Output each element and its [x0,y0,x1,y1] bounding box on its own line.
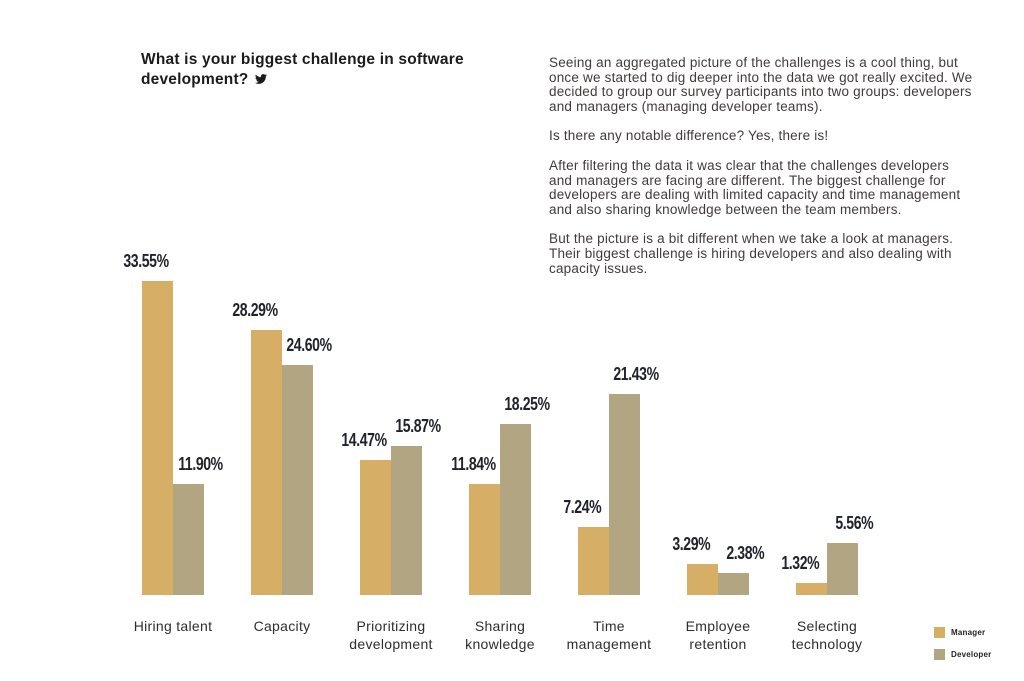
chart-group-selecting-technology: 1.32% 5.56% Selecting technology [782,0,874,652]
category-label-employee-retention: Employee retention [685,618,751,652]
bar-manager-sharing-knowledge [469,484,500,595]
bar-manager-capacity [251,330,282,595]
value-label-developer-hiring-talent: 11.90% [166,455,236,473]
article-paragraph: Is there any notable difference? Yes, th… [549,128,829,144]
chart-group-employee-retention: 3.29% 2.38% Employee retention [673,0,765,652]
value-label-text: 1.32% [781,553,820,573]
page-title: What is your biggest challenge in softwa… [141,50,493,91]
value-label-text: 11.84% [451,454,496,474]
category-label-prioritizing-development: Prioritizing development [349,618,433,652]
chart-group-sharing-knowledge: 11.84% 18.25% Sharing knowledge [451,0,550,652]
category-label-hiring-talent: Hiring talent [133,618,213,634]
article-paragraph: Seeing an aggregated picture of the chal… [549,55,973,114]
value-label-developer-time-management: 21.43% [602,365,672,383]
page-title-text: What is your biggest challenge in softwa… [141,51,464,89]
category-label-sharing-knowledge: Sharing knowledge [465,618,535,652]
value-label-text: 33.55% [123,251,170,271]
chart-legend: Manager Developer [934,627,991,671]
chart-group-prioritizing-development: 14.47% 15.87% Prioritizing development [342,0,442,652]
category-label-time-management: Time management [566,618,652,652]
bar-manager-selecting-technology [796,583,827,595]
value-label-manager-employee-retention: 3.29% [657,535,727,553]
category-label-selecting-technology: Selecting technology [791,618,863,652]
article-paragraph: But the picture is a bit different when … [549,231,954,276]
legend-label-developer: Developer [951,650,992,659]
bar-developer-sharing-knowledge [500,424,531,595]
legend-swatch-manager [934,627,945,638]
value-label-text: 15.87% [395,416,442,436]
value-label-developer-capacity: 24.60% [275,336,345,354]
article-text: Seeing an aggregated picture of the chal… [549,55,973,291]
value-label-text: 24.60% [286,335,333,355]
legend-label-manager: Manager [951,628,986,637]
bar-developer-selecting-technology [827,543,858,595]
legend-item-developer: Developer [934,649,991,660]
bar-manager-hiring-talent [142,281,173,595]
value-label-manager-selecting-technology: 1.32% [766,554,836,572]
article-paragraph: After filtering the data it was clear th… [549,157,961,217]
value-label-text: 14.47% [341,430,388,450]
bar-developer-prioritizing-development [391,446,422,595]
value-label-text: 3.29% [672,534,711,554]
value-label-manager-capacity: 28.29% [221,301,291,319]
bar-developer-hiring-talent [173,484,204,595]
value-label-developer-selecting-technology: 5.56% [820,514,890,532]
bar-manager-prioritizing-development [360,460,391,595]
value-label-manager-prioritizing-development: 14.47% [330,431,400,449]
chart-group-time-management: 7.24% 21.43% Time management [564,0,660,652]
bar-developer-employee-retention [718,573,749,595]
value-label-developer-prioritizing-development: 15.87% [384,417,454,435]
value-label-text: 18.25% [504,394,551,414]
bar-manager-time-management [578,527,609,595]
value-label-text: 11.90% [178,454,223,474]
value-label-text: 2.38% [726,543,765,563]
value-label-text: 28.29% [232,300,279,320]
value-label-manager-hiring-talent: 33.55% [112,252,182,270]
value-label-developer-sharing-knowledge: 18.25% [493,395,563,413]
bar-developer-capacity [282,365,313,595]
legend-swatch-developer [934,649,945,660]
chart-group-hiring-talent: 33.55% 11.90% Hiring talent [124,0,223,634]
value-label-manager-sharing-knowledge: 11.84% [439,455,509,473]
category-label-capacity: Capacity [253,618,311,634]
value-label-text: 5.56% [835,513,874,533]
value-label-text: 21.43% [613,364,660,384]
legend-item-manager: Manager [934,627,991,638]
value-label-text: 7.24% [563,497,602,517]
twitter-icon[interactable] [254,73,268,85]
bar-developer-time-management [609,394,640,595]
value-label-manager-time-management: 7.24% [548,498,618,516]
chart-group-capacity: 28.29% 24.60% Capacity [233,0,333,634]
value-label-developer-employee-retention: 2.38% [711,544,781,562]
bar-manager-employee-retention [687,564,718,595]
